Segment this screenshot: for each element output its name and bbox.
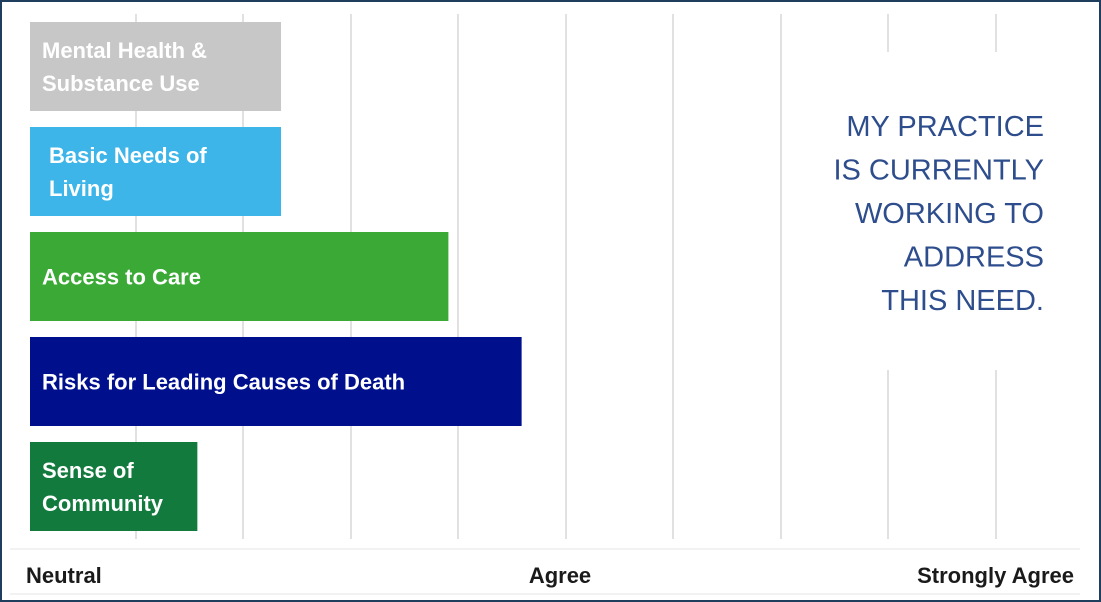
bar-1 (30, 22, 282, 111)
bar-label-2-line-1: Basic Needs of (49, 143, 207, 168)
x-tick-label-3: Strongly Agree (917, 563, 1074, 588)
x-tick-label-1: Neutral (26, 563, 102, 588)
callout-line-4: ADDRESS (904, 242, 1044, 274)
callout-line-1: MY PRACTICE (846, 111, 1044, 143)
bar-label-1-line-2: Substance Use (42, 71, 200, 96)
callout-line-2: IS CURRENTLY (833, 155, 1044, 187)
bar-label-3: Access to Care (42, 265, 201, 290)
bar-4 (30, 337, 522, 426)
x-tick-label-2: Agree (529, 563, 591, 588)
bar-label-1-line-1: Mental Health & (42, 38, 207, 63)
bar-label-5-line-1: Sense of (42, 458, 134, 483)
bar-label-2-line-2: Living (49, 176, 114, 201)
callout-box (811, 52, 1056, 370)
callout-line-3: WORKING TO (855, 198, 1044, 230)
bar-5 (30, 442, 198, 531)
bar-2 (30, 127, 282, 216)
bar-label-5-line-2: Community (42, 491, 164, 516)
callout-line-5: THIS NEED. (881, 285, 1044, 317)
bar-label-4: Risks for Leading Causes of Death (42, 370, 405, 395)
bar-3 (30, 232, 449, 321)
